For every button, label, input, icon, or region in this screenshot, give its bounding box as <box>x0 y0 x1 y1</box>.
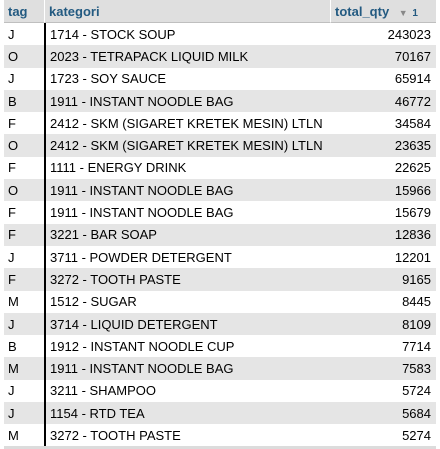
cell-total-qty: 5274 <box>330 424 436 447</box>
cell-kategori: 1111 - ENERGY DRINK <box>44 156 330 180</box>
cell-total-qty: 12836 <box>330 223 436 246</box>
cell-tag: F <box>4 201 44 224</box>
cell-kategori: 2023 - TETRAPACK LIQUID MILK <box>44 45 330 68</box>
sort-order-number: 1 <box>412 7 418 19</box>
cell-kategori: 3272 - TOOTH PASTE <box>44 268 330 291</box>
cell-tag: J <box>4 67 44 90</box>
table-row[interactable]: J 3711 - POWDER DETERGENT 12201 <box>4 245 436 269</box>
cell-tag: F <box>4 156 44 180</box>
table-row[interactable]: J 3211 - SHAMPOO 5724 <box>4 379 436 403</box>
cell-total-qty: 5724 <box>330 379 436 403</box>
cell-kategori: 3211 - SHAMPOO <box>44 379 330 403</box>
cell-total-qty: 7714 <box>330 335 436 358</box>
cell-kategori: 3711 - POWDER DETERGENT <box>44 245 330 269</box>
cell-tag: F <box>4 223 44 246</box>
cell-tag: F <box>4 268 44 291</box>
cell-kategori: 1911 - INSTANT NOODLE BAG <box>44 201 330 224</box>
cell-tag: O <box>4 45 44 68</box>
sort-descending-icon[interactable]: ▼ <box>398 7 408 18</box>
table-row[interactable]: F 2412 - SKM (SIGARET KRETEK MESIN) LTLN 3… <box>4 112 436 135</box>
table-row[interactable]: J 3714 - LIQUID DETERGENT 8109 <box>4 312 436 336</box>
table-row[interactable]: F 1111 - ENERGY DRINK 22625 <box>4 156 436 180</box>
table-body: J 1714 - STOCK SOUP 243023 O 2023 - TETRAPA… <box>4 23 436 447</box>
column-header-kategori-label: kategori <box>49 3 100 19</box>
cell-kategori: 1512 - SUGAR <box>44 290 330 313</box>
cell-tag: M <box>4 424 44 447</box>
table-row[interactable]: F 1911 - INSTANT NOODLE BAG 15679 <box>4 201 436 224</box>
column-header-tag-label: tag <box>8 3 28 19</box>
cell-kategori: 1911 - INSTANT NOODLE BAG <box>44 357 330 380</box>
cell-tag: O <box>4 134 44 157</box>
table-row[interactable]: J 1723 - SOY SAUCE 65914 <box>4 67 436 90</box>
cell-kategori: 2412 - SKM (SIGARET KRETEK MESIN) LTLN <box>44 134 330 157</box>
cell-total-qty: 22625 <box>330 156 436 180</box>
cell-tag: F <box>4 112 44 135</box>
cell-tag: B <box>4 335 44 358</box>
cell-kategori: 1723 - SOY SAUCE <box>44 67 330 90</box>
cell-tag: J <box>4 379 44 403</box>
table-row[interactable]: B 1911 - INSTANT NOODLE BAG 46772 <box>4 89 436 113</box>
cell-kategori: 1912 - INSTANT NOODLE CUP <box>44 335 330 358</box>
cell-kategori: 1714 - STOCK SOUP <box>44 23 330 46</box>
table-row[interactable]: J 1154 - RTD TEA 5684 <box>4 402 436 425</box>
table-row[interactable]: O 1911 - INSTANT NOODLE BAG 15966 <box>4 179 436 202</box>
cell-total-qty: 34584 <box>330 112 436 135</box>
table-row[interactable]: M 1512 - SUGAR 8445 <box>4 290 436 313</box>
cell-total-qty: 7583 <box>330 357 436 380</box>
cell-total-qty: 243023 <box>330 23 436 46</box>
header-row: tag kategori total_qty ▼ 1 <box>4 0 436 23</box>
table-row[interactable]: O 2412 - SKM (SIGARET KRETEK MESIN) LTLN 2… <box>4 134 436 157</box>
cell-kategori: 3272 - TOOTH PASTE <box>44 424 330 447</box>
cell-tag: J <box>4 245 44 269</box>
cell-total-qty: 15966 <box>330 179 436 202</box>
cell-total-qty: 65914 <box>330 67 436 90</box>
cell-total-qty: 8445 <box>330 290 436 313</box>
table-row[interactable]: F 3272 - TOOTH PASTE 9165 <box>4 268 436 291</box>
results-grid: tag kategori total_qty ▼ 1 J 1714 - STOCK… <box>4 0 436 449</box>
cell-kategori: 1154 - RTD TEA <box>44 402 330 425</box>
cell-total-qty: 46772 <box>330 89 436 113</box>
cell-total-qty: 9165 <box>330 268 436 291</box>
cell-total-qty: 23635 <box>330 134 436 157</box>
cell-tag: B <box>4 89 44 113</box>
cell-tag: J <box>4 402 44 425</box>
cell-kategori: 3714 - LIQUID DETERGENT <box>44 312 330 336</box>
column-header-total-qty[interactable]: total_qty ▼ 1 <box>330 0 436 23</box>
cell-total-qty: 8109 <box>330 312 436 336</box>
cell-tag: O <box>4 179 44 202</box>
cell-tag: J <box>4 23 44 46</box>
table-row[interactable]: J 1714 - STOCK SOUP 243023 <box>4 23 436 46</box>
column-header-kategori[interactable]: kategori <box>44 0 330 23</box>
cell-total-qty: 5684 <box>330 402 436 425</box>
table-row[interactable]: O 2023 - TETRAPACK LIQUID MILK 70167 <box>4 45 436 68</box>
cell-tag: J <box>4 312 44 336</box>
cell-kategori: 3221 - BAR SOAP <box>44 223 330 246</box>
column-header-total-qty-label: total_qty <box>335 3 390 19</box>
cell-kategori: 1911 - INSTANT NOODLE BAG <box>44 179 330 202</box>
cell-total-qty: 70167 <box>330 45 436 68</box>
table-bottom-edge <box>4 446 436 449</box>
column-header-tag[interactable]: tag <box>4 0 44 23</box>
results-table: tag kategori total_qty ▼ 1 J 1714 - STOCK… <box>4 0 436 447</box>
cell-total-qty: 15679 <box>330 201 436 224</box>
table-row[interactable]: M 1911 - INSTANT NOODLE BAG 7583 <box>4 357 436 380</box>
table-row[interactable]: M 3272 - TOOTH PASTE 5274 <box>4 424 436 447</box>
cell-kategori: 1911 - INSTANT NOODLE BAG <box>44 89 330 113</box>
cell-kategori: 2412 - SKM (SIGARET KRETEK MESIN) LTLN <box>44 112 330 135</box>
table-row[interactable]: F 3221 - BAR SOAP 12836 <box>4 223 436 246</box>
cell-tag: M <box>4 357 44 380</box>
cell-tag: M <box>4 290 44 313</box>
table-row[interactable]: B 1912 - INSTANT NOODLE CUP 7714 <box>4 335 436 358</box>
cell-total-qty: 12201 <box>330 245 436 269</box>
